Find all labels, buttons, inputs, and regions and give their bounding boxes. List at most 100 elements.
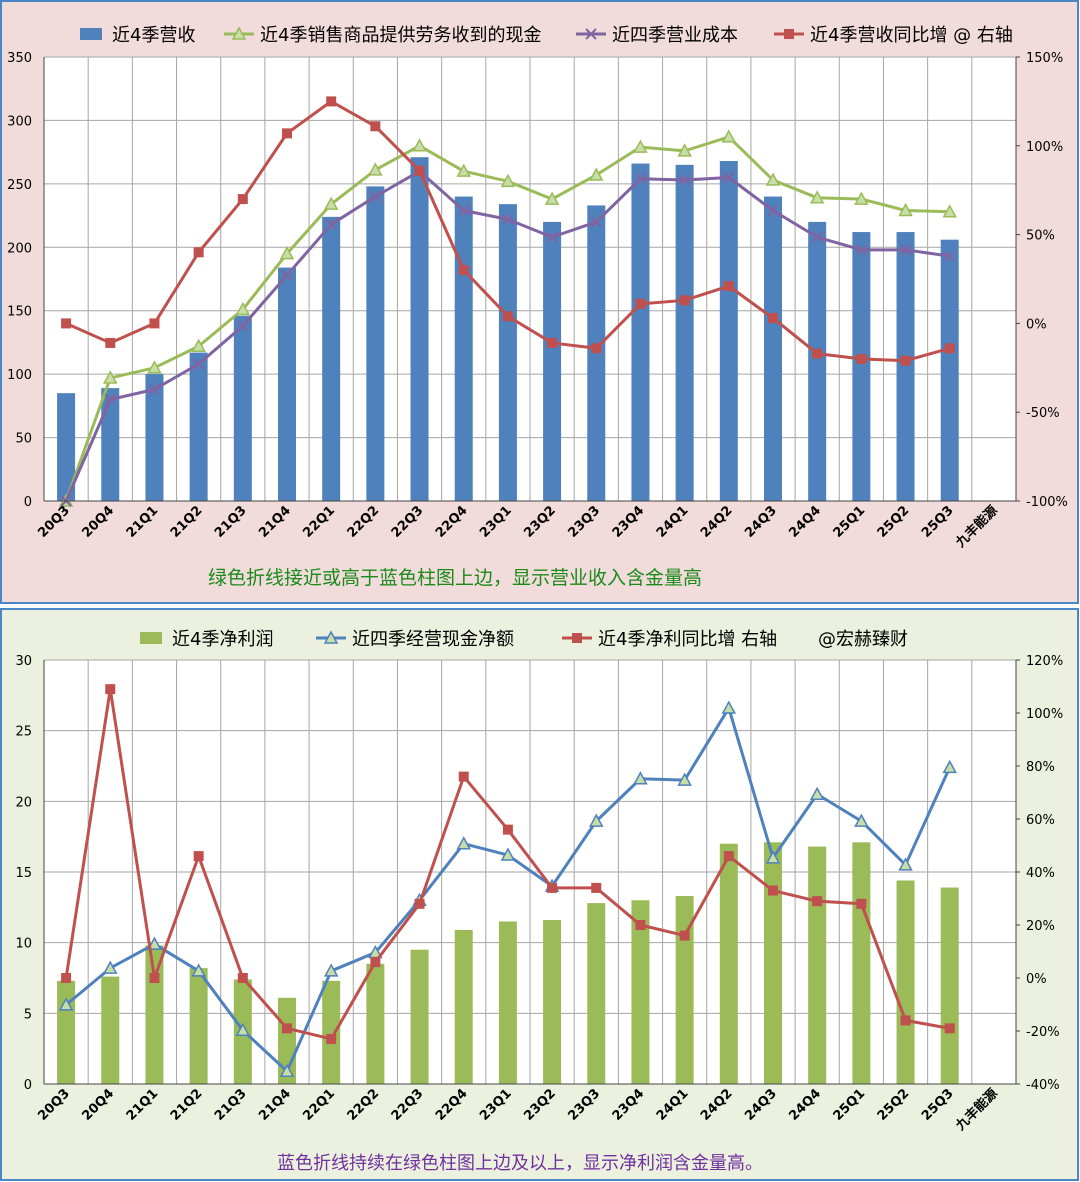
panel-1-bars: [57, 157, 959, 502]
point-近4季净利同比增 右轴: [679, 930, 690, 941]
point-近四季营业成本: [192, 358, 205, 370]
point-近四季营业成本: [678, 174, 691, 186]
bar-近4季净利润: [631, 900, 650, 1084]
y-left-tick-label: 5: [24, 1007, 32, 1022]
legend-marker-近4季营收同比增 @ 右轴: [784, 29, 794, 39]
point-近4季营收同比增 @ 右轴: [547, 337, 558, 348]
point-近4季销售商品提供劳务收到的现金: [544, 191, 560, 205]
point-近四季营业成本: [546, 231, 558, 243]
legend-marker-近四季营业成本: [585, 28, 597, 40]
bar-近4季营收: [57, 393, 76, 501]
bar-近4季营收: [719, 161, 738, 501]
point-近4季销售商品提供劳务收到的现金: [368, 162, 383, 176]
bar-近4季净利润: [896, 880, 915, 1084]
point-近4季销售商品提供劳务收到的现金: [633, 139, 648, 153]
y-left-tick-label: 10: [15, 937, 32, 952]
legend-label: 近4季销售商品提供劳务收到的现金: [260, 25, 541, 46]
point-近4季净利同比增 右轴: [149, 973, 160, 983]
point-近四季经营现金净额: [765, 850, 781, 864]
bar-近4季净利润: [145, 945, 164, 1084]
bar-近4季营收: [101, 388, 120, 501]
legend-label: 近4季净利润: [172, 629, 273, 650]
bar-近4季净利润: [543, 920, 562, 1084]
y-right-tick-label: 120%: [1026, 654, 1063, 669]
legend-marker-近4季净利同比增 右轴: [572, 633, 582, 643]
point-近4季营收同比增 @ 右轴: [812, 348, 823, 359]
point-近4季营收同比增 @ 右轴: [458, 265, 469, 276]
point-近四季营业成本: [767, 204, 779, 217]
point-近四季营业成本: [590, 216, 602, 228]
point-近四季经营现金净额: [147, 936, 162, 950]
point-近4季净利同比增 右轴: [282, 1023, 292, 1034]
point-近四季经营现金净额: [942, 759, 957, 774]
panel-2-annotation: 蓝色折线持续在绿色柱图上边及以上，显示净利润含金量高。: [277, 1153, 763, 1174]
y-left-tick-label: 50: [15, 432, 32, 447]
point-近4季净利同比增 右轴: [105, 684, 116, 695]
y-right-tick-label: -20%: [1026, 1025, 1060, 1040]
y-right-tick-label: 50%: [1026, 229, 1055, 244]
point-近四季营业成本: [237, 320, 249, 332]
point-近4季净利同比增 右轴: [502, 824, 513, 835]
bar-近4季营收: [852, 232, 871, 501]
point-近四季营业成本: [634, 173, 647, 185]
y-right-tick-label: 100%: [1026, 140, 1063, 155]
point-近四季营业成本: [104, 393, 116, 406]
point-近4季销售商品提供劳务收到的现金: [500, 173, 516, 188]
y-left-tick-label: 150: [7, 305, 32, 320]
point-近4季净利同比增 右轴: [458, 771, 469, 782]
point-近四季营业成本: [944, 250, 956, 262]
y-left-tick-label: 0: [24, 1078, 32, 1093]
point-近4季销售商品提供劳务收到的现金: [765, 172, 781, 186]
point-近4季营收同比增 @ 右轴: [105, 337, 116, 348]
panel-2-lines: [58, 684, 957, 1078]
point-近四季营业成本: [811, 231, 823, 243]
point-近4季销售商品提供劳务收到的现金: [323, 196, 339, 210]
y-right-tick-label: 0%: [1026, 972, 1047, 987]
y-right-tick-label: 40%: [1026, 866, 1055, 881]
point-近四季营业成本: [325, 218, 337, 231]
bar-近4季净利润: [719, 843, 738, 1084]
point-近4季净利同比增 右轴: [591, 882, 602, 893]
bar-近4季净利润: [410, 949, 429, 1084]
point-近4季营收同比增 @ 右轴: [900, 355, 911, 366]
bar-近4季净利润: [764, 842, 782, 1084]
bar-近4季营收: [764, 196, 782, 502]
point-近4季营收同比增 @ 右轴: [370, 121, 381, 132]
point-近四季营业成本: [502, 213, 514, 226]
point-近4季净利同比增 右轴: [193, 851, 204, 862]
point-近4季销售商品提供劳务收到的现金: [677, 143, 692, 157]
bar-近4季营收: [278, 267, 296, 501]
point-近四季经营现金净额: [191, 963, 206, 977]
point-近4季营收同比增 @ 右轴: [679, 295, 690, 306]
point-近四季经营现金净额: [677, 772, 692, 786]
point-近四季经营现金净额: [58, 997, 74, 1011]
y-left-tick-label: 25: [15, 725, 32, 740]
point-近4季营收同比增 @ 右轴: [768, 313, 778, 324]
point-近4季营收同比增 @ 右轴: [414, 165, 425, 176]
point-近四季经营现金净额: [633, 771, 648, 785]
point-近4季销售商品提供劳务收到的现金: [191, 338, 206, 352]
point-近4季净利同比增 右轴: [812, 896, 823, 907]
point-近4季营收同比增 @ 右轴: [326, 96, 337, 107]
bar-近4季营收: [233, 315, 252, 501]
point-近四季经营现金净额: [721, 700, 737, 714]
bar-近4季净利润: [808, 846, 827, 1084]
y-right-tick-label: -50%: [1026, 406, 1060, 421]
point-近4季销售商品提供劳务收到的现金: [456, 163, 471, 177]
y-right-tick-label: 80%: [1026, 760, 1055, 775]
point-近4季净利同比增 右轴: [856, 898, 867, 909]
y-right-tick-label: -40%: [1026, 1078, 1060, 1093]
bar-近4季营收: [675, 164, 694, 502]
y-left-tick-label: 0: [24, 495, 32, 510]
point-近4季营收同比增 @ 右轴: [723, 281, 734, 292]
point-近4季营收同比增 @ 右轴: [237, 194, 248, 205]
point-近四季经营现金净额: [898, 857, 913, 871]
point-近四季经营现金净额: [235, 1022, 251, 1037]
point-近4季营收同比增 @ 右轴: [193, 247, 204, 258]
point-近4季销售商品提供劳务收到的现金: [942, 204, 957, 218]
point-近四季经营现金净额: [589, 813, 604, 827]
point-近四季经营现金净额: [456, 836, 471, 850]
legend-label: 近4季净利同比增 右轴: [598, 629, 777, 650]
bar-近4季营收: [454, 196, 473, 502]
